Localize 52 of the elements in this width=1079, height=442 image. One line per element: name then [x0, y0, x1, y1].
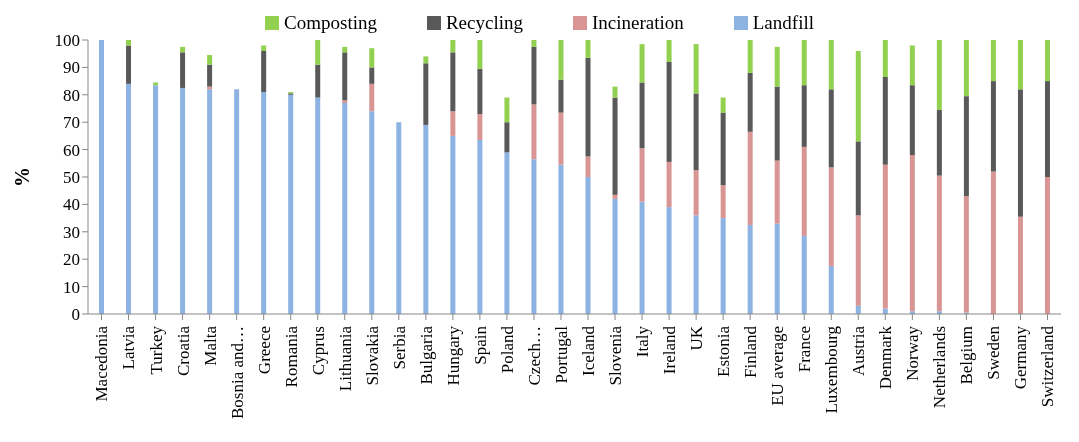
x-tick-label: Turkey: [146, 325, 166, 375]
x-tick-label: Switzerland: [1038, 325, 1058, 408]
x-tick-label: Iceland: [578, 325, 598, 377]
x-tick-label: Malta: [200, 325, 220, 366]
x-tick-label: Italy: [633, 325, 653, 358]
x-tick-label: Ireland: [660, 325, 680, 375]
x-tick-label: Bosnia and…: [227, 326, 247, 420]
x-tick-label: UK: [687, 325, 707, 351]
y-tick-label: 10: [63, 277, 80, 297]
x-tick-label: Germany: [1011, 325, 1031, 390]
x-tick-label: Romania: [281, 325, 301, 388]
y-tick-label: 100: [54, 31, 80, 51]
x-tick-label: Bulgaria: [416, 325, 436, 385]
x-tick-label: Poland: [497, 325, 517, 374]
y-axis-title: %: [11, 167, 34, 187]
x-tick-label: Portugal: [551, 325, 571, 384]
x-tick-label: Netherlands: [930, 326, 950, 409]
x-tick-label: France: [795, 326, 815, 373]
x-tick-label: Latvia: [119, 325, 139, 370]
y-tick-label: 70: [63, 113, 80, 133]
legend-label: Recycling: [444, 12, 523, 34]
legend-label: Landfill: [751, 12, 814, 34]
y-tick-label: 0: [71, 305, 80, 325]
x-tick-label: Sweden: [984, 325, 1004, 380]
x-tick-label: Slovakia: [362, 325, 382, 386]
legend-label: Incineration: [590, 12, 684, 34]
x-tick-label: Hungary: [443, 325, 463, 386]
y-tick-label: 60: [63, 140, 80, 160]
y-tick-label: 40: [63, 195, 80, 215]
x-tick-label: Czech…: [524, 326, 544, 386]
x-tick-label: Cyprus: [308, 326, 328, 376]
x-tick-label: Macedonia: [92, 325, 112, 402]
x-tick-label: Estonia: [714, 325, 734, 377]
x-tick-label: Norway: [903, 325, 923, 381]
x-tick-label: Austria: [849, 325, 869, 377]
x-tick-label: Spain: [470, 325, 490, 365]
x-tick-label: Denmark: [876, 325, 896, 390]
x-tick-label: Greece: [254, 326, 274, 375]
x-tick-label: Finland: [741, 325, 761, 378]
x-tick-label: Luxembourg: [822, 325, 842, 414]
x-tick-label: Lithuania: [335, 325, 355, 392]
x-tick-label: Belgium: [957, 326, 977, 385]
y-tick-label: 80: [63, 85, 80, 105]
y-tick-label: 90: [63, 58, 80, 78]
x-tick-label: Croatia: [173, 325, 193, 377]
y-tick-label: 30: [63, 222, 80, 242]
x-tick-label: Serbia: [389, 325, 409, 370]
x-tick-label: EU average: [768, 326, 788, 406]
y-tick-label: 50: [63, 168, 80, 188]
x-tick-label: Slovenia: [605, 325, 625, 386]
legend-label: Composting: [283, 12, 377, 34]
y-tick-label: 20: [63, 250, 80, 270]
